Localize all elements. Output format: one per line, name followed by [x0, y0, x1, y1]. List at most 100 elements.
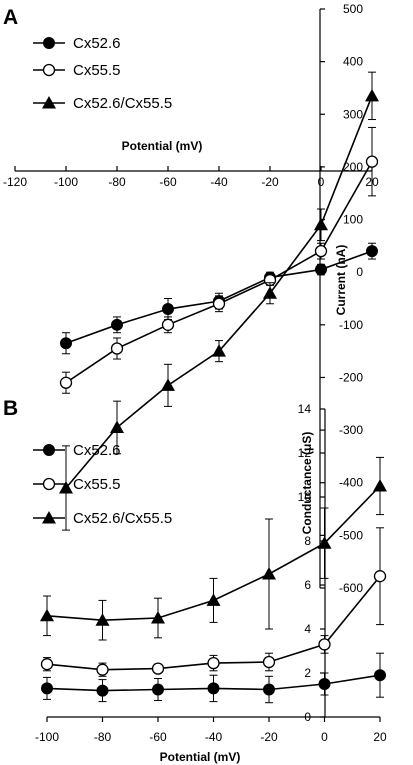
y-tick-label: 10 [298, 490, 312, 504]
x-tick-label: -60 [149, 730, 167, 744]
x-tick-label: -100 [35, 730, 59, 744]
series-Cx52.6/Cx55.5 [40, 456, 387, 641]
y-tick-label: -300 [339, 423, 363, 437]
legend-marker [42, 96, 56, 109]
y-tick-label: -100 [339, 318, 363, 332]
legend-marker [43, 444, 55, 456]
data-point [365, 155, 379, 168]
data-point [151, 611, 165, 624]
y-tick-label: 200 [343, 160, 363, 174]
series-line [65, 95, 373, 489]
data-point [207, 682, 220, 695]
data-point [315, 263, 327, 276]
y-tick-label: 2 [304, 666, 311, 680]
data-point [161, 378, 175, 391]
data-point [263, 286, 277, 299]
y-axis-title: Conductance (μS) [300, 432, 314, 535]
data-point [96, 663, 109, 676]
data-point [373, 570, 387, 583]
y-tick-label: 400 [343, 55, 363, 69]
data-point [365, 88, 379, 102]
legend-marker [42, 477, 56, 491]
data-point [60, 337, 72, 350]
data-point [162, 303, 174, 316]
data-point [206, 593, 221, 606]
data-point [212, 297, 226, 310]
y-tick-label: -400 [339, 476, 363, 490]
legend-entry: Cx52.6/Cx55.5 [33, 510, 172, 527]
y-tick-label: 500 [343, 2, 363, 16]
x-tick-label: -40 [205, 730, 223, 744]
x-tick-label: -20 [260, 730, 278, 744]
y-tick-label: 300 [343, 107, 363, 121]
series-Cx52.6/Cx55.5 [59, 71, 379, 531]
x-tick-label: -80 [108, 175, 126, 189]
legend-label: Cx52.6 [73, 35, 121, 52]
data-point [314, 244, 328, 258]
y-tick-label: 0 [356, 265, 363, 279]
panel-a-label: A [3, 6, 18, 29]
series-Cx52.6 [41, 652, 386, 704]
legend-marker [43, 37, 55, 49]
y-tick-label: 4 [304, 622, 311, 636]
data-point [262, 655, 276, 669]
x-tick-label: 0 [318, 175, 325, 189]
data-point [373, 479, 387, 492]
x-tick-label: -80 [94, 730, 112, 744]
data-point [95, 613, 110, 626]
series-Cx55.5 [40, 527, 387, 677]
data-point [59, 376, 73, 389]
x-axis-title: Potential (mV) [122, 139, 203, 153]
data-point [263, 683, 275, 696]
data-point [374, 669, 386, 682]
data-point [262, 567, 276, 580]
y-tick-label: -200 [339, 370, 363, 384]
data-point [317, 536, 332, 549]
x-tick-label: -100 [54, 175, 78, 189]
y-tick-label: 0 [304, 710, 311, 724]
y-tick-label: 100 [343, 213, 363, 227]
legend-label: Cx52.6/Cx55.5 [73, 95, 172, 112]
data-point [366, 245, 378, 258]
data-point [151, 662, 165, 675]
legend-entry: Cx52.6 [33, 35, 121, 52]
chart-b: -100 -80 -60 -40 -20 0 2014121086420Potential … [33, 402, 387, 764]
data-point [96, 684, 109, 697]
y-axis-title: Current (nA) [334, 245, 348, 316]
data-point [318, 638, 331, 651]
data-point [314, 217, 328, 231]
y-tick-label: -600 [339, 581, 363, 595]
legend-label: Cx52.6/Cx55.5 [73, 510, 172, 527]
y-tick-label: 14 [298, 402, 312, 416]
x-tick-label: -60 [159, 175, 177, 189]
legend-entry: Cx52.6/Cx55.5 [33, 95, 172, 112]
data-point [212, 344, 226, 357]
x-tick-label: -20 [261, 175, 279, 189]
legend-marker [42, 63, 56, 77]
data-point [40, 608, 54, 622]
data-point [207, 656, 220, 670]
legend-entry: Cx55.5 [33, 62, 121, 79]
y-tick-label: 8 [304, 534, 311, 548]
chart-a: -120 -100 -80 -60 -40 -20 0 205004003002001000-… [3, 2, 379, 595]
y-tick-label: 12 [298, 446, 312, 460]
data-point [110, 342, 124, 355]
data-point [152, 683, 164, 696]
y-tick-label: 6 [304, 578, 311, 592]
x-tick-label: -120 [3, 175, 27, 189]
data-point [111, 318, 123, 331]
legend-entry: Cx52.6 [33, 442, 121, 459]
data-point [40, 658, 54, 671]
y-tick-label: -500 [339, 528, 363, 542]
legend-label: Cx55.5 [73, 476, 121, 493]
x-tick-label: 20 [373, 730, 387, 744]
legend-label: Cx52.6 [73, 442, 121, 459]
data-point [41, 682, 53, 695]
x-tick-label: -40 [210, 175, 228, 189]
legend-marker [42, 511, 56, 524]
data-point [318, 678, 331, 690]
legend-label: Cx55.5 [73, 62, 121, 79]
data-point [59, 480, 73, 494]
x-axis-title: Potential (mV) [160, 750, 241, 764]
